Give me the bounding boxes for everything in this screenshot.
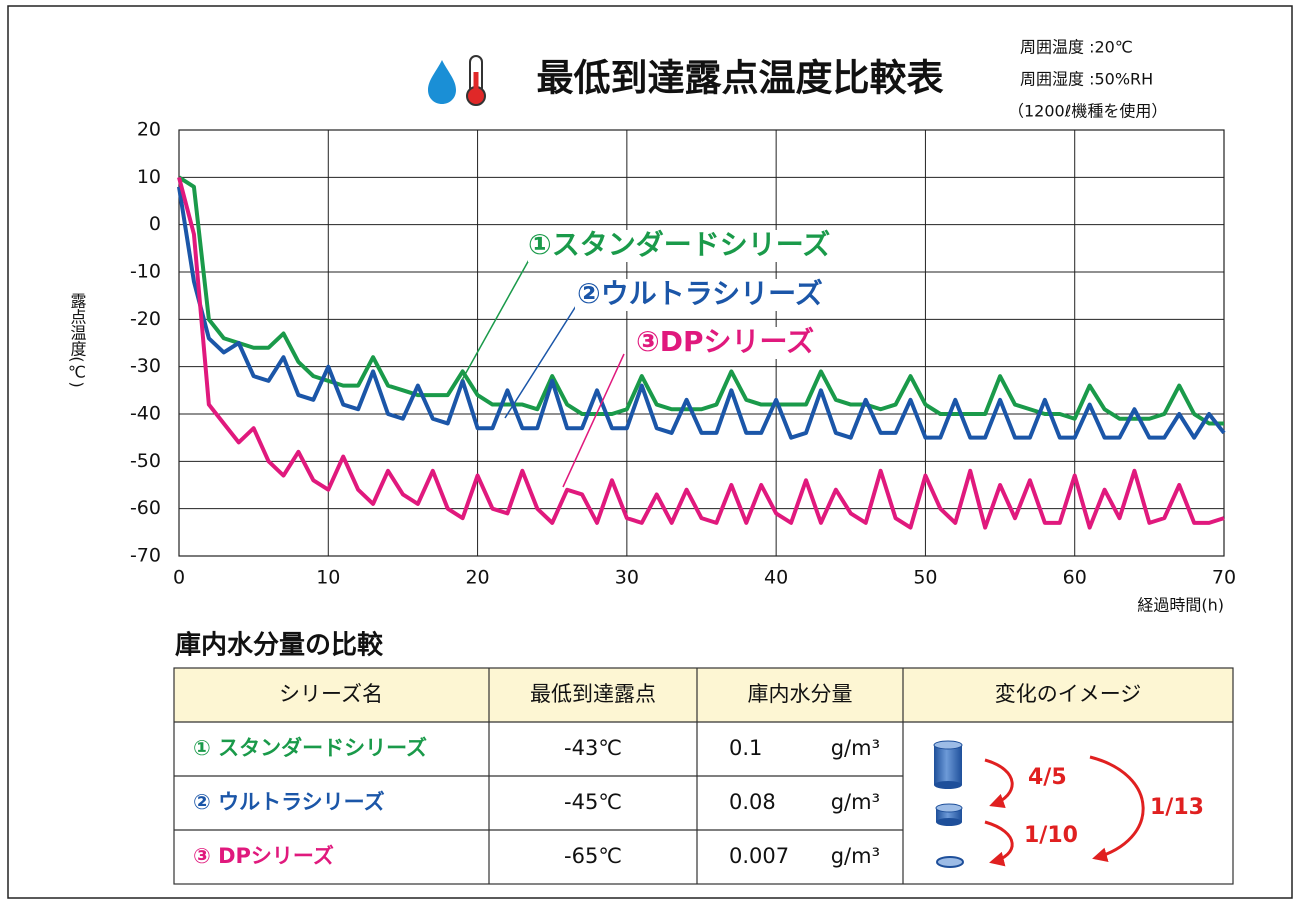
series-cell: ② ウルトラシリーズ: [193, 790, 385, 814]
condition-note: 周囲湿度 :50%RH: [1020, 70, 1153, 89]
y-tick-label: -70: [130, 545, 161, 567]
y-tick-label: 10: [137, 166, 161, 188]
x-tick-label: 20: [465, 567, 489, 589]
dew-point-cell: -65℃: [564, 844, 622, 868]
y-tick-label: -20: [130, 308, 161, 330]
label-bg: [634, 327, 814, 359]
plot-border: [178, 129, 1225, 557]
chart-title: 最低到達露点温度比較表: [537, 57, 944, 100]
x-tick-label: 60: [1063, 567, 1087, 589]
ratio-label: 1/10: [1024, 823, 1078, 848]
table-rules: [174, 668, 1233, 884]
unit-cell: g/m³: [831, 790, 880, 814]
moisture-cell: 0.08: [729, 790, 776, 814]
y-tick-label: -60: [130, 497, 161, 519]
y-axis-label: 露点温度(℃): [67, 292, 86, 387]
leader-line: [562, 353, 625, 488]
y-tick-label: -30: [130, 355, 161, 377]
moisture-cell: 0.1: [729, 736, 762, 760]
table-body: ① スタンダードシリーズ -43℃ 0.1 g/m³ ② ウルトラシリーズ -45℃ 0.0…: [193, 736, 880, 868]
leader-line: [504, 305, 577, 419]
series-label: ①スタンダードシリーズ: [528, 228, 830, 261]
x-tick-label: 40: [764, 567, 788, 589]
x-tick-label: 10: [316, 567, 340, 589]
dew-point-cell: -43℃: [564, 736, 622, 760]
thermometer-icon: [466, 55, 486, 106]
table-header: 変化のイメージ: [995, 682, 1142, 706]
unit-cell: g/m³: [831, 844, 880, 868]
series-line: [177, 176, 1225, 530]
table-header: 庫内水分量: [748, 682, 853, 706]
moisture-cell: 0.007: [729, 844, 789, 868]
label-bg: [528, 230, 810, 262]
x-axis-label: 経過時間(h): [1137, 596, 1224, 615]
series-line: [177, 186, 1226, 440]
unit-cell: g/m³: [831, 736, 880, 760]
y-tick-label: 20: [137, 119, 161, 141]
y-tick-label: 0: [149, 213, 161, 235]
x-tick-label: 30: [615, 567, 639, 589]
label-bg: [575, 279, 815, 311]
table-header: シリーズ名: [279, 682, 383, 706]
y-tick-label: -40: [130, 403, 161, 425]
ratio-arrows: [984, 755, 1145, 867]
ratio-label: 1/13: [1150, 795, 1204, 820]
y-tick-label: -10: [130, 261, 161, 283]
condition-note: 周囲温度 :20℃: [1020, 38, 1133, 57]
table-header-bg: [174, 668, 1233, 722]
drop-icon: [428, 60, 456, 104]
series-label: ②ウルトラシリーズ: [577, 277, 823, 310]
series-cell: ① スタンダードシリーズ: [193, 736, 427, 760]
ratio-label: 4/5: [1028, 765, 1067, 790]
leader-line: [461, 257, 531, 381]
series-label: ③DPシリーズ: [636, 325, 814, 358]
table-header: 最低到達露点: [530, 682, 656, 706]
x-tick-label: 0: [173, 567, 185, 589]
x-tick-label: 50: [913, 567, 937, 589]
y-tick-label: -50: [130, 450, 161, 472]
dew-point-cell: -45℃: [564, 790, 622, 814]
series-cell: ③ DPシリーズ: [193, 844, 334, 868]
table-title: 庫内水分量の比較: [175, 630, 384, 661]
condition-note: （1200ℓ機種を使用）: [1008, 102, 1167, 121]
cylinder-illustration: [933, 740, 964, 868]
x-tick-label: 70: [1212, 567, 1236, 589]
